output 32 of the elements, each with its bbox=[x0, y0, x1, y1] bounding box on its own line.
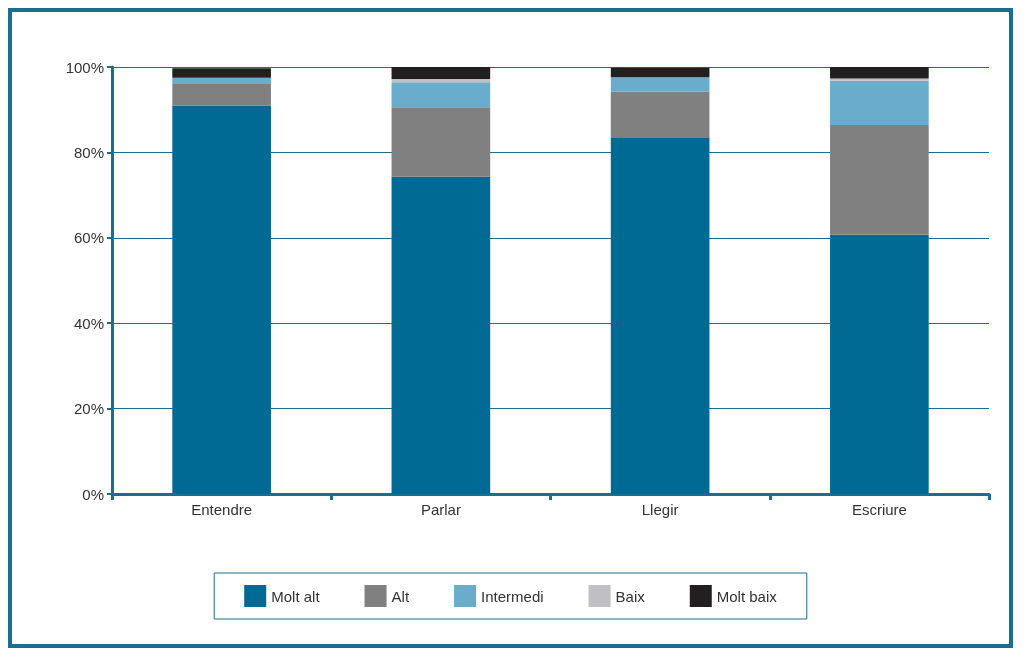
bar bbox=[830, 67, 929, 79]
bar bbox=[172, 77, 271, 85]
bar bbox=[610, 67, 710, 78]
bar bbox=[830, 80, 929, 126]
legend-label: Baix bbox=[615, 587, 646, 605]
x-tick-label: Llegir bbox=[641, 501, 679, 518]
legend-label: Molt alt bbox=[271, 587, 321, 605]
y-tick-label: 0% bbox=[82, 485, 104, 503]
bar bbox=[610, 137, 710, 494]
bar bbox=[172, 68, 271, 78]
legend-label: Intermedi bbox=[481, 587, 544, 605]
x-tick-label: Escriure bbox=[851, 501, 907, 518]
legend-label: Molt baix bbox=[716, 587, 778, 605]
y-tick-label: 80% bbox=[73, 143, 104, 161]
y-tick-label: 60% bbox=[73, 229, 104, 247]
y-tick-label: 100% bbox=[65, 58, 104, 76]
bar bbox=[391, 176, 491, 494]
bar bbox=[830, 125, 929, 235]
bar bbox=[172, 105, 271, 494]
legend-label: Alt bbox=[391, 587, 410, 605]
bar bbox=[610, 77, 710, 92]
y-tick-label: 20% bbox=[73, 400, 104, 418]
bar bbox=[830, 78, 929, 81]
bar bbox=[172, 84, 271, 106]
x-tick-label: Parlar bbox=[420, 501, 461, 518]
y-tick-label: 40% bbox=[73, 314, 104, 332]
bar bbox=[391, 82, 491, 108]
x-tick-label: Entendre bbox=[191, 501, 253, 518]
bar bbox=[391, 67, 491, 79]
bar bbox=[391, 107, 491, 177]
bar bbox=[830, 234, 929, 494]
bar bbox=[610, 91, 710, 138]
